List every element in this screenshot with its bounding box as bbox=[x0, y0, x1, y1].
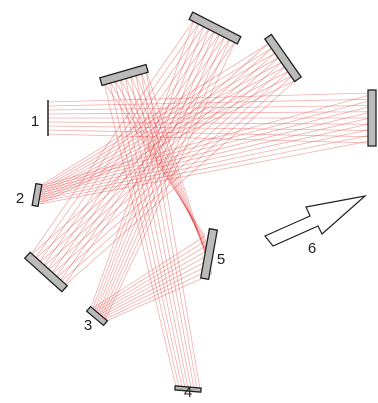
ray bbox=[40, 118, 370, 195]
ray bbox=[101, 265, 211, 320]
ray bbox=[97, 255, 209, 316]
ray bbox=[42, 28, 210, 269]
mirror-lower-left bbox=[25, 252, 68, 291]
mirror-top-left bbox=[100, 65, 148, 86]
optical-diagram: 1 2 3 4 5 6 bbox=[0, 0, 378, 403]
ray bbox=[48, 106, 370, 111]
label: 3 bbox=[84, 317, 92, 334]
ray bbox=[40, 58, 279, 193]
label: 5 bbox=[217, 251, 225, 268]
direction-arrow bbox=[265, 196, 365, 246]
mirrors bbox=[25, 12, 376, 392]
label: 1 bbox=[31, 113, 39, 130]
label: 4 bbox=[184, 384, 192, 401]
mirror-2 bbox=[32, 184, 42, 207]
label: 6 bbox=[308, 240, 316, 257]
label: 2 bbox=[16, 190, 24, 207]
ray bbox=[120, 78, 185, 388]
ray bbox=[92, 241, 206, 312]
mirror-right bbox=[368, 90, 376, 146]
